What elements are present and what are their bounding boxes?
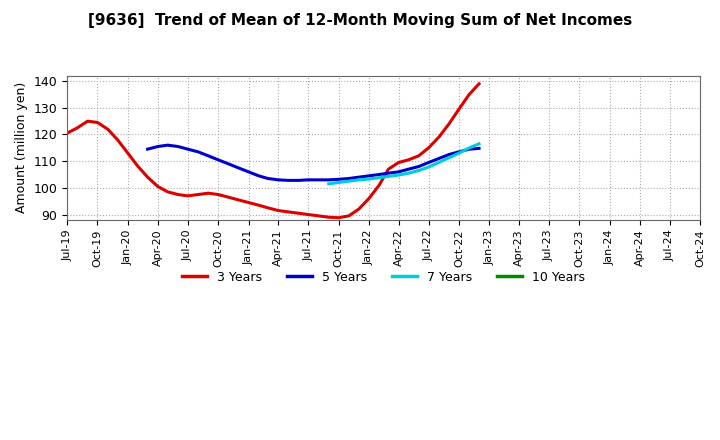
Text: [9636]  Trend of Mean of 12-Month Moving Sum of Net Incomes: [9636] Trend of Mean of 12-Month Moving … xyxy=(88,13,632,28)
Legend: 3 Years, 5 Years, 7 Years, 10 Years: 3 Years, 5 Years, 7 Years, 10 Years xyxy=(177,266,590,289)
Y-axis label: Amount (million yen): Amount (million yen) xyxy=(15,82,28,213)
